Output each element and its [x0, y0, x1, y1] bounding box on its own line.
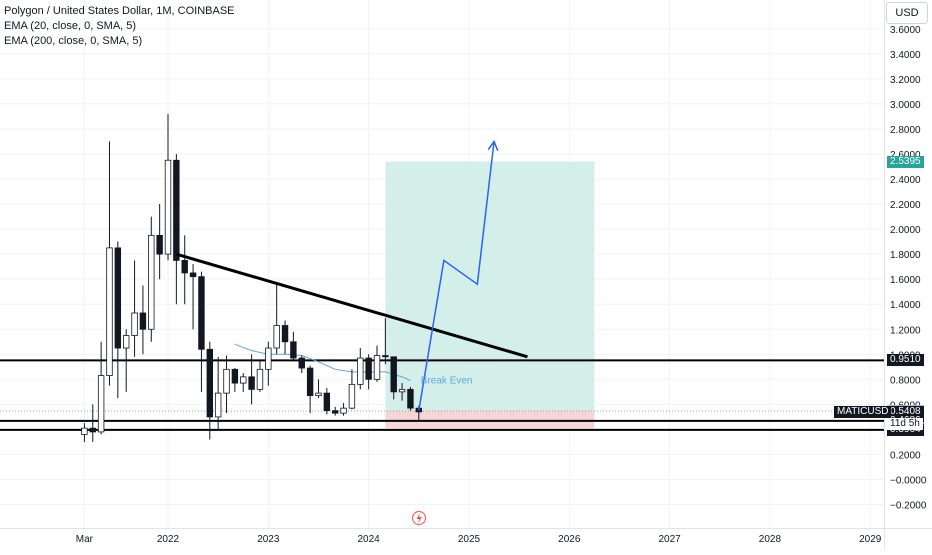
ema-20-legend[interactable]: EMA (20, close, 0, SMA, 5)	[4, 20, 137, 32]
candle-body	[231, 368, 239, 384]
candle-body	[382, 355, 389, 358]
countdown-tag: 11d 5h	[887, 417, 923, 430]
price-tag-target: 2.5395	[887, 155, 924, 168]
y-tick-label: 1.2000	[890, 325, 921, 336]
symbol-title[interactable]: Polygon / United States Dollar, 1M, COIN…	[4, 5, 235, 17]
candle-body	[106, 247, 113, 376]
candle-body	[198, 276, 205, 350]
candle-body	[156, 234, 163, 255]
candle-body	[240, 376, 247, 384]
candle-body	[315, 392, 322, 397]
candle-body	[81, 427, 88, 435]
trendline	[175, 252, 528, 359]
candle-body	[281, 325, 289, 343]
y-tick-label: 1.6000	[890, 275, 921, 286]
candle-body	[323, 392, 331, 412]
currency-button[interactable]: USD	[886, 2, 928, 24]
candle-body	[248, 376, 255, 390]
candle-body	[373, 355, 381, 380]
x-tick-label: 2028	[759, 534, 782, 545]
x-tick-label: 2023	[257, 534, 280, 545]
profit-zone	[385, 161, 595, 412]
y-tick-label: 3.4000	[890, 50, 921, 61]
candle-body	[97, 375, 105, 433]
y-tick-label: −0.2000	[890, 501, 927, 512]
candle-body	[407, 388, 414, 409]
candle-body	[348, 383, 356, 409]
y-tick-label: 3.6000	[890, 25, 921, 36]
y-tick-label: 2.8000	[890, 125, 921, 136]
x-tick-label: Mar	[76, 534, 94, 545]
projection-path	[418, 141, 495, 411]
flash-icon	[412, 511, 426, 525]
y-tick-label: 2.0000	[890, 225, 921, 236]
candle-body	[189, 272, 197, 278]
candle-body	[390, 356, 397, 393]
candle-body	[306, 367, 314, 397]
y-tick-label: −0.0000	[890, 476, 927, 487]
candle-body	[256, 368, 264, 390]
price-tag-last: 0.5408	[887, 405, 924, 418]
candle-body	[114, 247, 122, 349]
y-tick-label: 1.8000	[890, 250, 921, 261]
candle-body	[206, 348, 213, 418]
candle-body	[398, 388, 406, 393]
candle-body	[164, 159, 172, 255]
chart-legend: Polygon / United States Dollar, 1M, COIN…	[4, 4, 235, 49]
x-tick-label: 2024	[358, 534, 381, 545]
x-tick-label: 2022	[157, 534, 180, 545]
candle-body	[365, 357, 372, 380]
candle-body	[340, 407, 347, 414]
y-tick-label: 0.2000	[890, 450, 921, 461]
candle-body	[131, 312, 138, 336]
candle-body	[123, 335, 130, 349]
candle-body	[298, 357, 305, 369]
candle-body	[290, 341, 297, 359]
candle-body	[139, 312, 147, 330]
x-tick-label: 2026	[558, 534, 581, 545]
price-tag-level: 0.9510	[887, 354, 924, 367]
y-tick-label: 2.2000	[890, 200, 921, 211]
candle-body	[223, 368, 230, 394]
candle-body	[331, 410, 339, 414]
loss-zone	[385, 411, 595, 429]
candle-body	[214, 392, 222, 418]
y-tick-label: 2.6000	[890, 150, 921, 161]
candle-body	[148, 234, 155, 330]
candle-body	[357, 357, 364, 385]
y-tick-label: 2.4000	[890, 175, 921, 186]
flash-icon-bolt	[416, 513, 422, 524]
y-tick-label: 1.4000	[890, 300, 921, 311]
y-tick-label: 0.8000	[890, 375, 921, 386]
ema-200-legend[interactable]: EMA (200, close, 0, SMA, 5)	[4, 35, 143, 47]
y-tick-label: 3.0000	[890, 100, 921, 111]
x-tick-label: 2027	[658, 534, 681, 545]
candle-body	[89, 427, 96, 433]
candle-body	[173, 159, 180, 261]
projection-arrowhead	[487, 139, 499, 152]
candle-body	[265, 347, 272, 370]
symbol-tag: MATICUSD	[834, 405, 892, 418]
break-even-label: Break Even	[421, 375, 473, 386]
y-tick-label: 3.2000	[890, 75, 921, 86]
candle-body	[273, 325, 280, 349]
x-tick-label: 2025	[458, 534, 481, 545]
candle-body	[181, 259, 188, 274]
x-tick-label: 2029	[859, 534, 882, 545]
